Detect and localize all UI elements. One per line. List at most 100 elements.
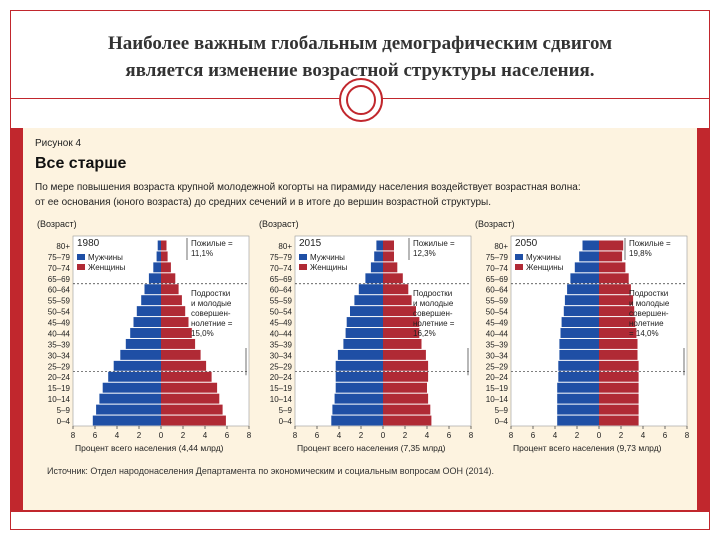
chart-2015-bar-male-10 — [350, 306, 383, 317]
chart-2050-bar-female-16 — [599, 240, 624, 251]
chart-2015-bar-male-11 — [354, 295, 383, 306]
chart-1980-xtick-2: 4 — [115, 431, 120, 440]
chart-2050-bar-female-8 — [599, 328, 637, 338]
chart-2050-xtick-0: 8 — [509, 431, 514, 440]
chart-2050-xtick-4: 0 — [597, 431, 602, 440]
chart-2050-bar-male-1 — [557, 404, 599, 415]
chart-1980-age-label-4: 20–24 — [48, 373, 71, 382]
chart-2015-age-label-14: 70–74 — [270, 264, 293, 273]
chart-1980-legend-male: Мужчины — [88, 253, 123, 262]
chart-1980-bar-male-16 — [157, 240, 161, 251]
chart-2015-legend-male-swatch — [299, 254, 307, 260]
chart-1980-bar-male-13 — [148, 273, 161, 284]
chart-2050-age-label-0: 0–4 — [495, 417, 509, 426]
chart-1980-xtick-3: 2 — [137, 431, 142, 440]
chart-2015-xtick-7: 6 — [447, 431, 452, 440]
chart-2050-year: 2050 — [515, 238, 538, 249]
chart-2050-bar-female-6 — [599, 349, 638, 360]
chart-2015-bar-male-9 — [346, 317, 383, 328]
chart-2015-bar-male-13 — [365, 273, 383, 284]
chart-1980-age-label-2: 10–14 — [48, 395, 71, 404]
chart-2050-age-label-13: 65–69 — [486, 275, 509, 284]
chart-1980-youth-note-0: Подростки — [191, 289, 230, 298]
chart-1980-bar-male-9 — [133, 317, 161, 328]
chart-1980-elderly-note-0: Пожилые = — [191, 239, 233, 248]
chart-2015-age-label-11: 55–59 — [270, 297, 293, 306]
chart-2015-year: 2015 — [299, 238, 322, 249]
chart-1980-age-label-3: 15–19 — [48, 384, 71, 393]
chart-1980-age-label-14: 70–74 — [48, 264, 71, 273]
chart-2050-bar-male-3 — [557, 382, 599, 393]
chart-2015-xtick-5: 2 — [403, 431, 408, 440]
chart-1980-bar-female-10 — [161, 306, 186, 317]
chart-2015-bar-male-8 — [345, 328, 383, 338]
chart-2015-bar-male-6 — [337, 349, 383, 360]
chart-2015-bar-male-2 — [334, 393, 383, 404]
chart-2015-bar-female-7 — [383, 338, 422, 349]
chart-2015-xlabel: Процент всего населения (7,35 млрд) — [297, 443, 446, 453]
chart-2015-bar-female-0 — [383, 415, 432, 426]
chart-2050-xtick-6: 4 — [641, 431, 646, 440]
chart-2015-age-label-16: 80+ — [278, 242, 292, 251]
chart-1980-year: 1980 — [77, 238, 100, 249]
chart-2050-xtick-7: 6 — [663, 431, 668, 440]
chart-1980-age-label-15: 75–79 — [48, 253, 71, 262]
chart-2050-age-label-14: 70–74 — [486, 264, 509, 273]
chart-2015-youth-note-2: совершен- — [413, 309, 453, 318]
chart-1980-bar-male-0 — [92, 415, 161, 426]
figure-description-line-1: По мере повышения возраста крупной молод… — [35, 182, 581, 193]
chart-2015-age-label-9: 45–49 — [270, 319, 293, 328]
chart-2015-xtick-1: 6 — [315, 431, 320, 440]
figure: Рисунок 4 Все старше По мере повышения в… — [23, 128, 697, 510]
chart-1980-xlabel: Процент всего населения (4,44 млрд) — [75, 443, 224, 453]
chart-2050-bar-male-7 — [559, 338, 599, 349]
chart-2015-bar-male-4 — [335, 371, 383, 382]
chart-2015-elderly-note-1: 12,3% — [413, 249, 436, 258]
chart-2015-age-label-4: 20–24 — [270, 373, 293, 382]
chart-1980-bar-male-1 — [96, 404, 161, 415]
chart-2050-age-label-9: 45–49 — [486, 319, 509, 328]
chart-1980-bar-female-7 — [161, 338, 196, 349]
chart-2050-bar-male-0 — [557, 415, 599, 426]
chart-2050-bar-male-10 — [563, 306, 599, 317]
chart-1980-legend-female: Женщины — [88, 263, 126, 272]
chart-2050-bar-male-4 — [558, 371, 599, 382]
chart-1980-bar-male-5 — [113, 360, 161, 371]
chart-1980-bar-female-1 — [161, 404, 223, 415]
chart-2050-legend-male-swatch — [515, 254, 523, 260]
chart-1980-age-label-13: 65–69 — [48, 275, 71, 284]
chart-1980-bar-male-15 — [156, 251, 161, 262]
chart-2015-xtick-4: 0 — [381, 431, 386, 440]
figure-description-line-2: от ее основания (юного возраста) до сред… — [35, 197, 492, 208]
chart-2050-bar-male-16 — [582, 240, 599, 251]
chart-2015-bar-male-16 — [376, 240, 383, 251]
chart-2015-age-label-7: 35–39 — [270, 340, 293, 349]
chart-2050-bar-male-8 — [560, 328, 599, 338]
circle-ornament-icon — [339, 78, 383, 122]
chart-2015-bar-male-7 — [343, 338, 383, 349]
chart-2015-bar-female-11 — [383, 295, 412, 306]
chart-2050-bar-female-3 — [599, 382, 639, 393]
chart-2015-bar-male-12 — [358, 284, 383, 295]
chart-2050-bar-male-5 — [558, 360, 599, 371]
chart-2015-age-label-12: 60–64 — [270, 286, 293, 295]
chart-2050-legend-female-swatch — [515, 264, 523, 270]
chart-2015-age-label-1: 5–9 — [279, 406, 293, 415]
chart-2050-bar-female-0 — [599, 415, 639, 426]
slide-frame — [10, 10, 710, 530]
chart-2050-elderly-note-1: 19,8% — [629, 249, 652, 258]
chart-2015-age-label-3: 15–19 — [270, 384, 293, 393]
chart-2050-xtick-3: 2 — [575, 431, 580, 440]
chart-2050-legend-male: Мужчины — [526, 253, 561, 262]
chart-2015-bar-female-4 — [383, 371, 429, 382]
chart-1980-age-label-1: 5–9 — [57, 406, 71, 415]
chart-1980-youth-note-2: совершен- — [191, 309, 231, 318]
chart-2050-age-label-10: 50–54 — [486, 308, 509, 317]
chart-2015-xtick-3: 2 — [359, 431, 364, 440]
chart-1980-age-label-10: 50–54 — [48, 308, 71, 317]
chart-2050-legend-female: Женщины — [526, 263, 564, 272]
chart-1980-bar-female-16 — [161, 240, 167, 251]
chart-2050-bar-male-13 — [570, 273, 599, 284]
chart-1980-bar-female-3 — [161, 382, 218, 393]
chart-2015-legend-male: Мужчины — [310, 253, 345, 262]
